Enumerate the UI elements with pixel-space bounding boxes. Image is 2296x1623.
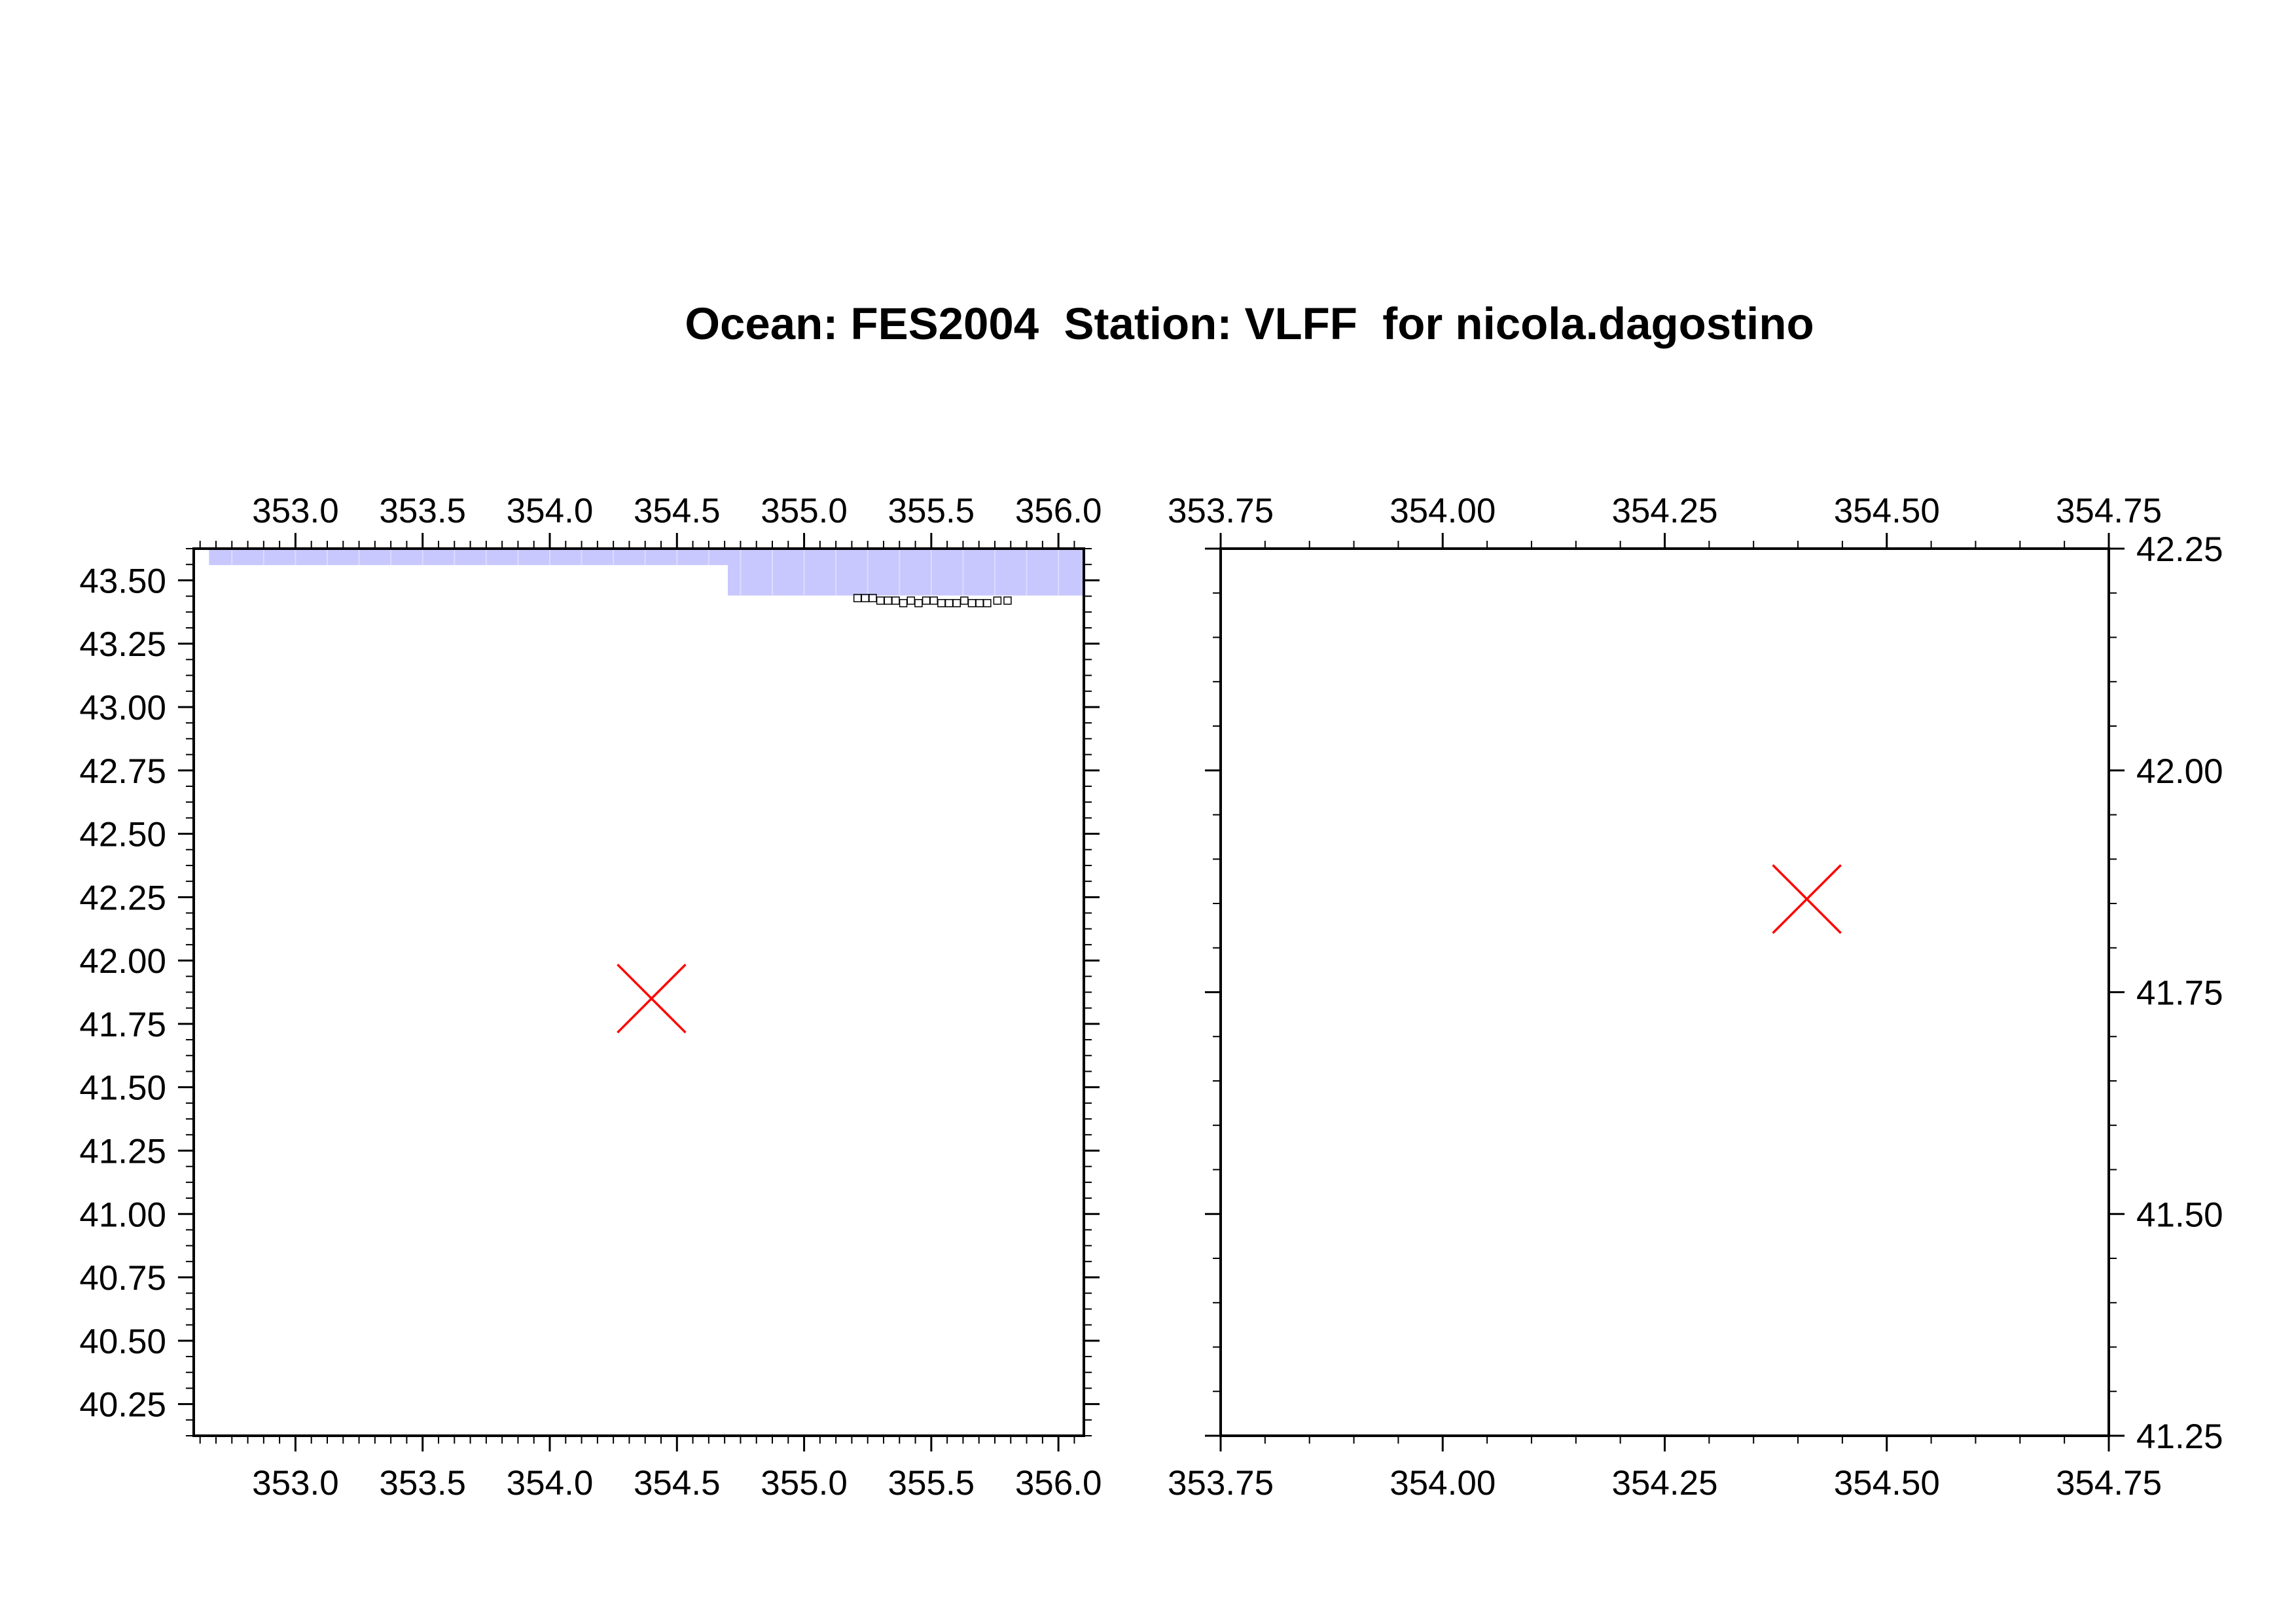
coast-point — [937, 598, 946, 608]
x-tick-label-top: 353.75 — [1168, 492, 1274, 530]
x-tick-label-bottom: 354.50 — [1834, 1464, 1940, 1503]
coast-point — [853, 594, 862, 602]
coast-point — [944, 598, 954, 608]
coast-point — [967, 598, 977, 608]
coast-point — [960, 596, 969, 605]
y-tick-label: 42.75 — [79, 752, 166, 791]
x-tick-label-top: 354.00 — [1390, 492, 1496, 530]
x-tick-label-bottom: 354.75 — [2056, 1464, 2162, 1503]
x-tick-label-bottom: 354.5 — [634, 1464, 721, 1503]
y-tick-label: 41.25 — [2136, 1417, 2223, 1456]
coast-point — [993, 596, 1002, 605]
coast-point — [861, 594, 870, 602]
plot-frame — [192, 547, 1085, 1437]
coast-point — [914, 598, 923, 608]
y-tick-label: 41.50 — [79, 1069, 166, 1108]
x-tick-label-top: 354.25 — [1611, 492, 1717, 530]
y-tick-label: 41.00 — [79, 1195, 166, 1234]
coast-point — [906, 596, 916, 605]
y-tick-label: 43.25 — [79, 625, 166, 664]
y-tick-label: 42.50 — [79, 816, 166, 854]
coast-point — [884, 596, 893, 605]
y-tick-label: 42.25 — [79, 879, 166, 917]
x-tick-label-top: 354.75 — [2056, 492, 2162, 530]
y-tick-label: 42.25 — [2136, 530, 2223, 569]
coast-point — [891, 596, 900, 605]
x-tick-label-top: 353.0 — [252, 492, 339, 530]
y-tick-label: 40.50 — [79, 1322, 166, 1361]
x-tick-label-bottom: 355.0 — [761, 1464, 848, 1503]
coast-point — [876, 596, 885, 605]
overview-map-panel: 353.0 353.0 353.5 353.5 354.0 354.0 354.5 354.5… — [79, 492, 1102, 1503]
x-tick-label-bottom: 354.25 — [1611, 1464, 1717, 1503]
x-tick-label-bottom: 355.5 — [888, 1464, 975, 1503]
zoom-map-panel: 353.75 353.75 354.00 354.00 354.25 354.25 354.… — [1168, 492, 2223, 1503]
x-tick-label-top: 356.0 — [1015, 492, 1102, 530]
x-tick-label-bottom: 354.00 — [1390, 1464, 1496, 1503]
coast-point — [869, 594, 877, 602]
x-tick-label-bottom: 354.0 — [507, 1464, 594, 1503]
chart-title: Ocean: FES2004 Station: VLFF for nicola.… — [685, 299, 1814, 349]
x-tick-label-top: 353.5 — [379, 492, 466, 530]
x-tick-label-top: 354.0 — [507, 492, 594, 530]
plot-frame — [1219, 547, 2110, 1437]
coast-point — [922, 596, 931, 605]
coast-point — [1003, 596, 1012, 605]
coast-point — [975, 598, 984, 608]
y-tick-label: 41.75 — [79, 1006, 166, 1044]
coast-point — [899, 598, 908, 608]
y-tick-label: 41.25 — [79, 1132, 166, 1171]
y-tick-label: 42.00 — [2136, 752, 2223, 791]
x-tick-label-bottom: 356.0 — [1015, 1464, 1102, 1503]
y-tick-label: 41.50 — [2136, 1195, 2223, 1234]
coast-point — [929, 596, 938, 605]
x-tick-label-bottom: 353.75 — [1168, 1464, 1274, 1503]
station-marker-stroke — [617, 963, 687, 1034]
y-tick-label: 43.00 — [79, 689, 166, 727]
x-tick-label-top: 354.5 — [634, 492, 721, 530]
y-tick-label: 40.75 — [79, 1259, 166, 1298]
ocean-cell — [209, 549, 728, 566]
ocean-cell — [728, 549, 1084, 596]
x-tick-label-top: 355.5 — [888, 492, 975, 530]
x-tick-label-bottom: 353.0 — [252, 1464, 339, 1503]
y-tick-label: 42.00 — [79, 942, 166, 981]
y-tick-label: 41.75 — [2136, 974, 2223, 1013]
x-tick-label-top: 354.50 — [1834, 492, 1940, 530]
x-tick-label-bottom: 353.5 — [379, 1464, 466, 1503]
station-marker-stroke — [1772, 864, 1842, 934]
y-tick-label: 43.50 — [79, 562, 166, 600]
x-tick-label-top: 355.0 — [761, 492, 848, 530]
coast-point — [983, 598, 992, 608]
coast-point — [952, 598, 961, 608]
y-tick-label: 40.25 — [79, 1386, 166, 1425]
